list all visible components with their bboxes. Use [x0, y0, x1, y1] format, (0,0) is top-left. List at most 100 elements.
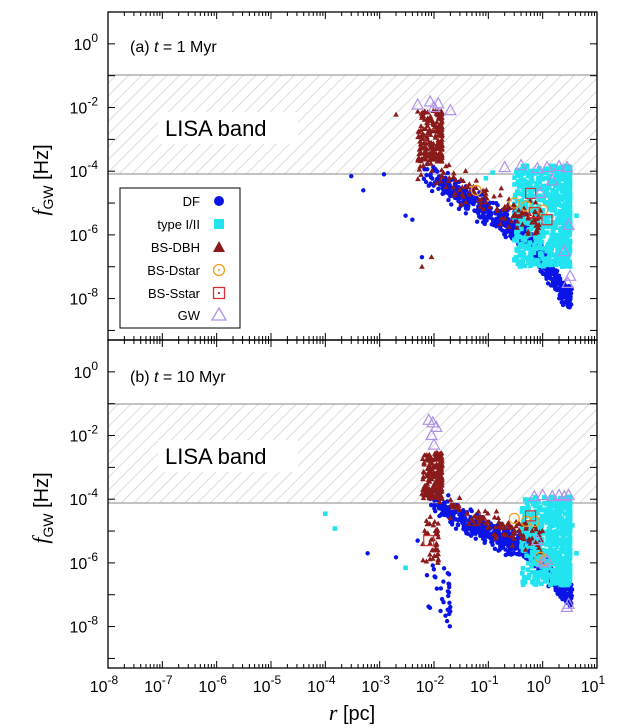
point-type-i-ii	[521, 538, 527, 544]
point-df	[485, 214, 490, 219]
point-bs-dbh	[443, 163, 449, 169]
point-df	[472, 208, 478, 214]
point-df	[455, 522, 461, 528]
point-type-i-ii	[516, 246, 522, 251]
point-bs-dstar	[520, 200, 532, 212]
point-type-i-ii	[522, 263, 528, 269]
point-bs-dbh	[432, 450, 438, 456]
point-bs-dbh	[487, 203, 493, 209]
point-type-i-ii	[564, 258, 569, 263]
point-type-i-ii	[537, 165, 542, 171]
point-type-i-ii	[567, 528, 573, 533]
point-df	[473, 536, 478, 541]
point-df	[393, 555, 399, 560]
point-bs-dbh	[458, 176, 464, 182]
point-type-i-ii	[550, 166, 556, 171]
point-gw	[498, 160, 512, 173]
point-type-i-ii	[514, 199, 520, 204]
point-df	[559, 589, 564, 594]
point-type-i-ii	[551, 243, 556, 248]
point-bs-dbh	[523, 525, 529, 531]
lisa-label-bg-a	[158, 112, 298, 144]
point-type-i-ii	[567, 259, 573, 265]
point-bs-dbh	[510, 530, 516, 536]
point-type-i-ii	[547, 516, 552, 522]
point-df	[474, 219, 480, 224]
point-df	[421, 176, 427, 182]
point-df	[477, 192, 483, 197]
point-bs-dbh	[438, 167, 445, 173]
point-bs-dbh	[515, 207, 522, 213]
point-bs-dbh	[432, 156, 439, 162]
point-df	[446, 188, 452, 194]
point-type-i-ii	[559, 529, 565, 535]
point-gw	[557, 244, 571, 257]
point-type-i-ii	[554, 544, 560, 550]
point-type-i-ii	[536, 197, 541, 203]
point-bs-dbh	[526, 536, 532, 542]
point-df	[480, 532, 486, 537]
point-type-i-ii	[532, 546, 538, 551]
point-type-i-ii	[549, 534, 554, 540]
point-type-i-ii	[403, 565, 408, 571]
point-type-i-ii	[516, 259, 522, 264]
point-type-i-ii	[532, 517, 538, 522]
point-bs-dbh	[418, 123, 424, 129]
point-type-i-ii	[549, 163, 554, 169]
point-bs-dbh	[456, 494, 463, 500]
point-bs-dbh	[433, 542, 439, 548]
ticks-panel-b: 100 10-2 10-4 10-6 10-8 10-8 10-7 10-6 10-5 10-4 1…	[70, 339, 606, 696]
point-type-i-ii	[512, 182, 517, 187]
point-type-i-ii	[550, 548, 555, 553]
point-type-i-ii	[548, 582, 553, 588]
x-tick-label: 10-2	[416, 673, 445, 696]
point-type-i-ii	[521, 220, 526, 225]
point-bs-dbh	[451, 170, 457, 176]
point-type-i-ii	[535, 579, 541, 584]
point-bs-dbh	[420, 468, 427, 474]
point-bs-dbh	[427, 513, 434, 519]
point-type-i-ii	[523, 179, 529, 184]
point-type-i-ii	[561, 251, 567, 256]
point-type-i-ii	[530, 257, 535, 262]
point-type-i-ii	[559, 164, 564, 170]
point-bs-dbh	[433, 489, 440, 495]
y-tick-label: 10-8	[70, 286, 99, 309]
point-gw	[429, 420, 443, 432]
point-type-i-ii	[549, 551, 555, 557]
point-bs-dbh	[420, 110, 426, 116]
point-bs-dbh	[450, 184, 457, 190]
point-type-i-ii	[565, 542, 571, 548]
point-type-i-ii	[515, 181, 521, 186]
point-type-i-ii	[558, 537, 563, 543]
point-type-i-ii	[553, 510, 558, 516]
point-df	[499, 545, 504, 551]
point-df	[540, 271, 546, 277]
point-bs-dbh	[482, 520, 489, 526]
point-type-i-ii	[559, 196, 565, 202]
point-df	[470, 527, 475, 533]
point-type-i-ii	[554, 211, 559, 217]
point-bs-dbh	[433, 180, 440, 186]
point-type-i-ii	[541, 263, 546, 269]
point-type-i-ii	[543, 175, 549, 181]
point-type-i-ii	[542, 214, 547, 219]
point-gw	[424, 428, 439, 441]
point-df	[427, 605, 433, 611]
point-df	[433, 509, 438, 514]
point-bs-dbh	[439, 173, 446, 179]
x-title-var: r	[329, 700, 338, 725]
legend: DF type I/II BS-DBH BS-Dstar BS-Sstar GW	[119, 187, 241, 329]
point-bs-dbh	[512, 213, 519, 219]
point-bs-dbh	[437, 451, 444, 457]
point-type-i-ii	[541, 507, 546, 513]
point-type-i-ii	[544, 548, 550, 554]
point-type-i-ii	[550, 577, 555, 583]
point-type-i-ii	[548, 544, 553, 549]
point-df	[495, 540, 500, 545]
point-type-i-ii	[557, 172, 562, 178]
legend-label-bsdbh: BS-DBH	[151, 240, 200, 255]
point-bs-dbh	[435, 154, 442, 160]
point-gw	[530, 161, 544, 174]
point-type-i-ii	[562, 177, 568, 183]
